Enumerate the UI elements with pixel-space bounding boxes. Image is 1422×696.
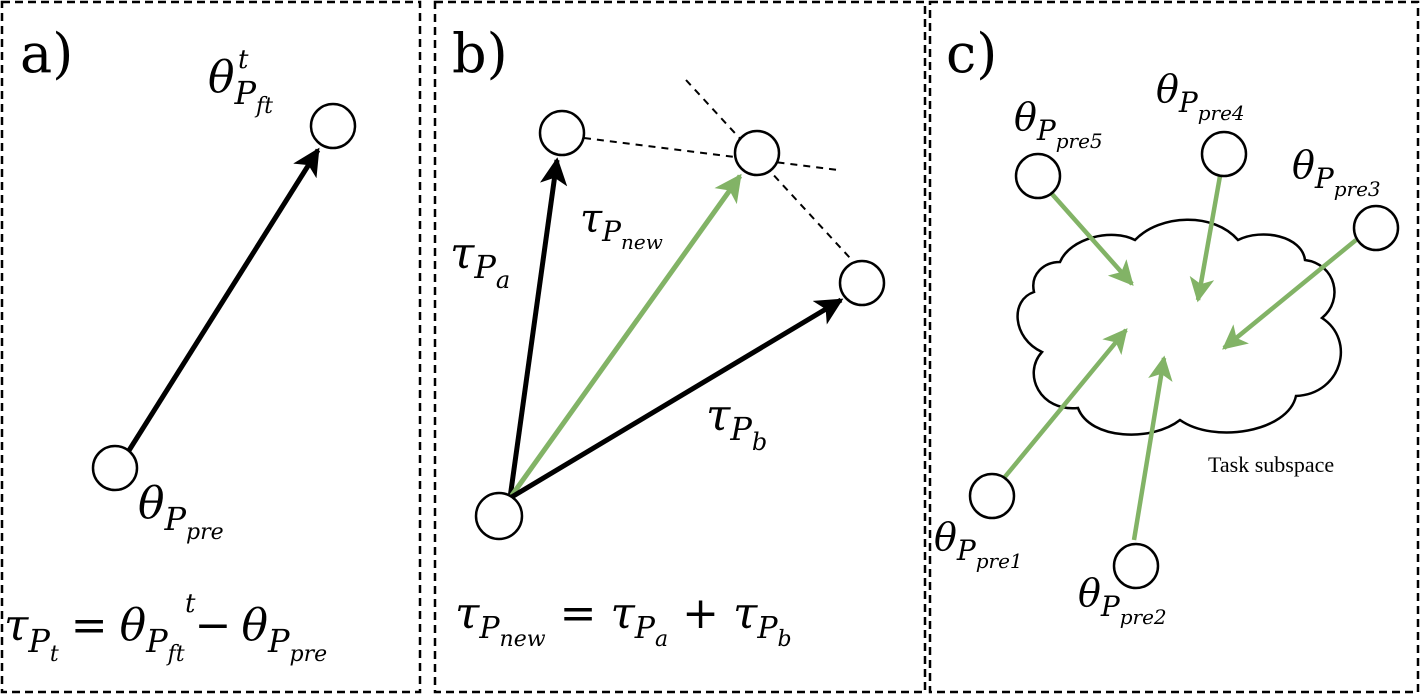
panel-a-equation: τPt= θPft− θPpre (4, 600, 327, 667)
panel-a-task-vector-arrow (128, 150, 318, 452)
panel-c-node-pre4 (1202, 132, 1246, 176)
panel-b-node-new (735, 131, 779, 175)
panel-a-pretrained-node (93, 446, 137, 490)
panel-a-border (2, 2, 420, 692)
panel-b-equation: τPnew= τPa+ τPb (455, 588, 792, 652)
panel-c-label-pre4: θPpre4 (1156, 67, 1245, 125)
panel-b-origin-node (476, 493, 522, 539)
panel-c-node-pre3 (1354, 206, 1398, 250)
panel-b-vector-new-label: τPnew (580, 196, 663, 254)
panel-c-label-pre1: θPpre1 (934, 515, 1023, 573)
task-subspace-label: Task subspace (1208, 452, 1334, 477)
panel-b-node-a (540, 111, 584, 155)
panel-b-node-b (840, 261, 884, 305)
panel-c: c) Task subspace θPpre5 θPpre4 θPpre3 θP… (934, 22, 1398, 629)
panel-b-vector-b-label: τPb (706, 390, 767, 456)
panel-b-dashed-line-top (584, 138, 838, 170)
panel-a-finetuned-sup: t (238, 45, 249, 75)
panel-a: a) θPft t θPpre τPt= θPft− θPpre t (4, 22, 355, 667)
panel-b-vector-a-label: τPa (450, 228, 510, 294)
panel-c-node-pre5 (1016, 154, 1060, 198)
panel-a-label: a) (20, 22, 73, 85)
panel-b-label: b) (452, 22, 508, 85)
panel-b-vector-b-arrow (510, 300, 841, 498)
panel-c-label-pre3: θPpre3 (1292, 143, 1381, 201)
panel-a-equation-sup: t (185, 589, 196, 619)
panel-a-pretrained-label: θPpre (138, 478, 224, 545)
panel-b-vector-a-arrow (510, 160, 557, 498)
panel-b-vector-new-arrow (510, 176, 740, 498)
panel-c-node-pre2 (1114, 544, 1158, 588)
panel-c-label-pre5: θPpre5 (1014, 95, 1103, 153)
panel-a-finetuned-node (311, 104, 355, 148)
panel-b: b) τPa τPnew τPb τPnew= τPa+ τPb (450, 22, 884, 652)
panel-c-node-pre1 (970, 474, 1014, 518)
panel-c-label: c) (946, 22, 997, 85)
panel-b-border (435, 2, 925, 692)
